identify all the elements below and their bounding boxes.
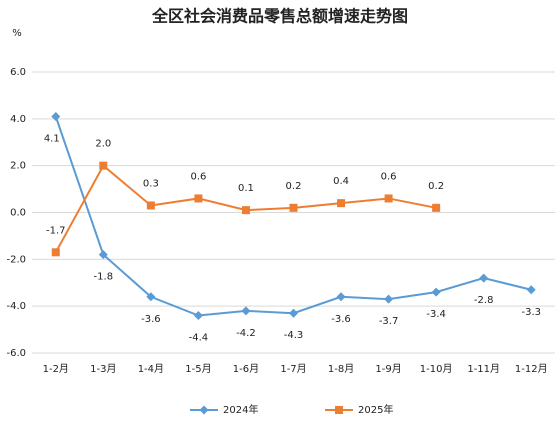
legend-label: 2025年 [358, 403, 393, 416]
data-label: 2.0 [95, 139, 111, 150]
series-line [54, 116, 532, 317]
point [289, 308, 298, 318]
x-tick-label: 1-8月 [328, 363, 354, 375]
point [194, 194, 203, 203]
point [384, 194, 393, 203]
y-tick-label: -6.0 [6, 348, 26, 359]
point [526, 285, 536, 295]
data-label: -4.2 [236, 328, 256, 339]
legend-marker [199, 405, 209, 415]
data-label: -3.6 [141, 314, 161, 325]
point [479, 273, 489, 283]
data-label: 0.2 [286, 181, 302, 192]
point [337, 199, 346, 208]
data-label: 0.4 [333, 176, 349, 187]
data-label: 0.3 [143, 178, 159, 189]
point [99, 161, 108, 170]
x-tick-label: 1-4月 [138, 363, 164, 375]
y-tick-label: -2.0 [6, 254, 26, 265]
data-label: -3.7 [379, 316, 399, 327]
y-tick-label: 4.0 [10, 114, 26, 125]
y-tick-label: 6.0 [10, 67, 26, 78]
x-tick-label: 1-3月 [90, 363, 116, 375]
x-tick-label: 1-7月 [280, 363, 306, 375]
point [241, 206, 250, 215]
point [146, 201, 155, 210]
point [51, 111, 61, 121]
data-label: 0.6 [381, 171, 397, 182]
point [384, 294, 394, 304]
x-tick-label: 1-10月 [420, 363, 453, 375]
y-unit: % [12, 28, 22, 39]
y-tick-label: 0.0 [10, 208, 26, 219]
data-label: -3.6 [331, 314, 351, 325]
x-tick-label: 1-12月 [515, 363, 548, 375]
chart-title: 全区社会消费品零售总额增速走势图 [151, 7, 408, 26]
legend-marker [335, 406, 343, 414]
y-tick-label: 2.0 [10, 161, 26, 172]
point [146, 292, 156, 302]
x-tick-label: 1-2月 [43, 363, 69, 375]
data-label: 4.1 [44, 133, 60, 144]
data-label: 0.6 [190, 171, 206, 182]
data-label: -1.8 [94, 272, 114, 283]
data-label: 0.2 [428, 181, 444, 192]
x-tick-label: 1-9月 [375, 363, 401, 375]
data-label: -3.3 [521, 307, 541, 318]
point [432, 203, 441, 212]
data-label: -2.8 [474, 295, 494, 306]
point [51, 248, 60, 257]
data-label: -4.4 [189, 333, 209, 344]
data-label: -3.4 [426, 309, 446, 320]
y-tick-label: -4.0 [6, 301, 26, 312]
point [431, 287, 441, 297]
point [193, 311, 203, 321]
data-label: -1.7 [46, 225, 66, 236]
data-label: 0.1 [238, 183, 254, 194]
x-tick-label: 1-11月 [467, 363, 500, 375]
point [241, 306, 251, 316]
point [336, 292, 346, 302]
data-label: -4.3 [284, 330, 304, 341]
point [289, 203, 298, 212]
point [98, 250, 108, 260]
x-tick-label: 1-6月 [233, 363, 259, 375]
legend-label: 2024年 [223, 403, 258, 416]
x-tick-label: 1-5月 [185, 363, 211, 375]
